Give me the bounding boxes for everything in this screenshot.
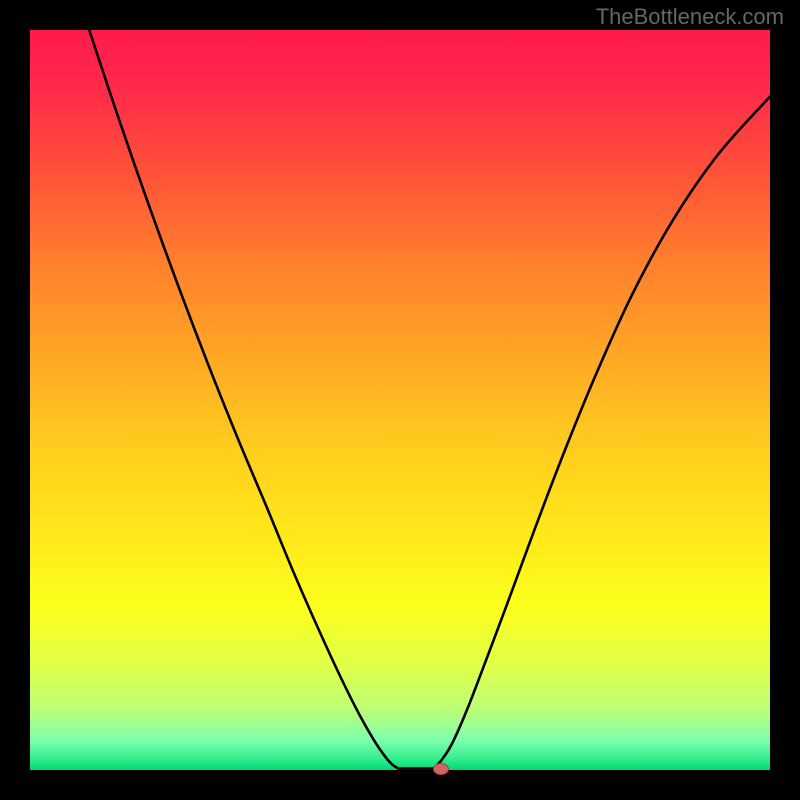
bottleneck-marker <box>433 763 449 775</box>
curve-right-branch <box>433 97 770 769</box>
watermark-text: TheBottleneck.com <box>596 4 784 30</box>
chart-container: TheBottleneck.com <box>0 0 800 800</box>
plot-area <box>30 30 770 770</box>
curve-left-branch <box>89 30 398 769</box>
bottleneck-curve <box>30 30 770 770</box>
